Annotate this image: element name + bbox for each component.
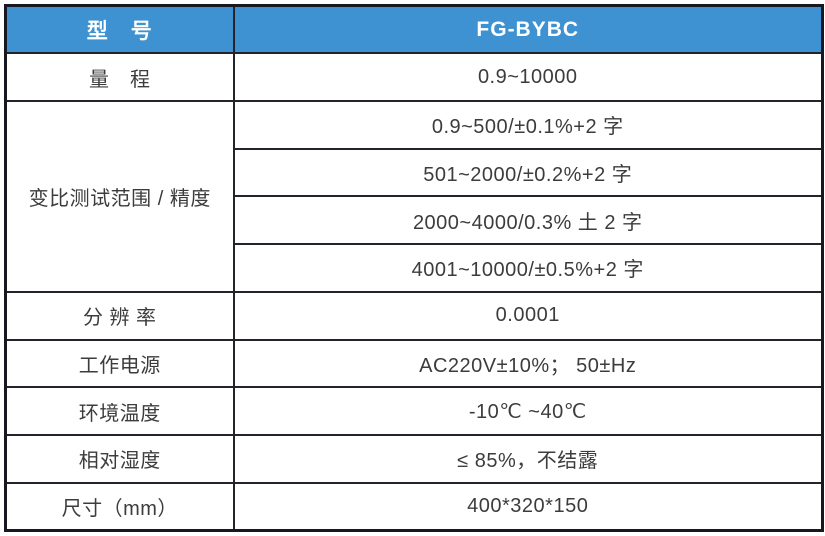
power-label: 工作电源: [4, 338, 235, 389]
range-value: 0.9~10000: [232, 52, 824, 102]
model-header-label: 型 号: [4, 4, 235, 55]
temperature-label: 环境温度: [4, 386, 235, 436]
ratio-row-1: 变比测试范围 / 精度 0.9~500/±0.1%+2 字: [4, 99, 824, 293]
ratio-value-2: 501~2000/±0.2%+2 字: [232, 147, 824, 198]
humidity-label: 相对湿度: [4, 433, 235, 484]
resolution-label: 分 辨 率: [4, 290, 235, 341]
resolution-row: 分 辨 率 0.0001: [4, 290, 824, 341]
range-label: 量 程: [4, 52, 235, 102]
resolution-value: 0.0001: [232, 290, 824, 341]
power-row: 工作电源 AC220V±10%； 50±Hz: [4, 338, 824, 389]
spec-table: 型 号 FG-BYBC 量 程 0.9~10000 变比测试范围 / 精度 0.…: [4, 4, 824, 532]
dimensions-label: 尺寸（mm）: [4, 481, 235, 532]
humidity-row: 相对湿度 ≤ 85%，不结露: [4, 433, 824, 484]
dimensions-row: 尺寸（mm） 400*320*150: [4, 481, 824, 532]
ratio-value-4: 4001~10000/±0.5%+2 字: [232, 243, 824, 293]
ratio-label: 变比测试范围 / 精度: [4, 99, 235, 293]
temperature-value: -10℃ ~40℃: [232, 386, 824, 436]
dimensions-value: 400*320*150: [232, 481, 824, 532]
power-value: AC220V±10%； 50±Hz: [232, 338, 824, 389]
ratio-value-3: 2000~4000/0.3% 土 2 字: [232, 195, 824, 246]
range-row: 量 程 0.9~10000: [4, 52, 824, 102]
ratio-row-4: 4001~10000/±0.5%+2 字: [6, 243, 824, 293]
temperature-row: 环境温度 -10℃ ~40℃: [4, 386, 824, 436]
ratio-row-2: 501~2000/±0.2%+2 字: [6, 147, 824, 198]
humidity-value: ≤ 85%，不结露: [232, 433, 824, 484]
ratio-value-1: 0.9~500/±0.1%+2 字: [232, 99, 824, 150]
model-header-value: FG-BYBC: [232, 4, 824, 55]
ratio-row-3: 2000~4000/0.3% 土 2 字: [6, 195, 824, 246]
header-row: 型 号 FG-BYBC: [4, 4, 824, 55]
